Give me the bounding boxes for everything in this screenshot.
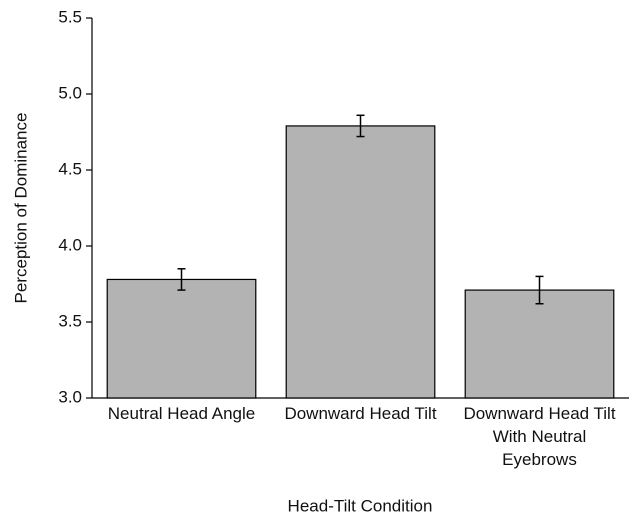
x-tick-label: Neutral Head Angle [107,404,256,423]
y-axis-label: Perception of Dominance [11,113,30,304]
y-tick-label: 5.0 [58,83,82,102]
y-tick-label: 3.5 [58,311,82,330]
bar [285,125,436,399]
x-axis-label: Head-Tilt Condition [288,496,433,515]
bar [106,278,257,399]
x-tick-label: Downward Head Tilt [284,404,437,423]
y-tick-label: 3.0 [58,387,82,406]
bar [464,289,615,399]
y-tick-label: 5.5 [58,7,82,26]
x-tick-label: Downward Head Tilt With Neutral Eyebrows [463,404,616,469]
y-tick-label: 4.5 [58,159,82,178]
y-tick-label: 4.0 [58,235,82,254]
